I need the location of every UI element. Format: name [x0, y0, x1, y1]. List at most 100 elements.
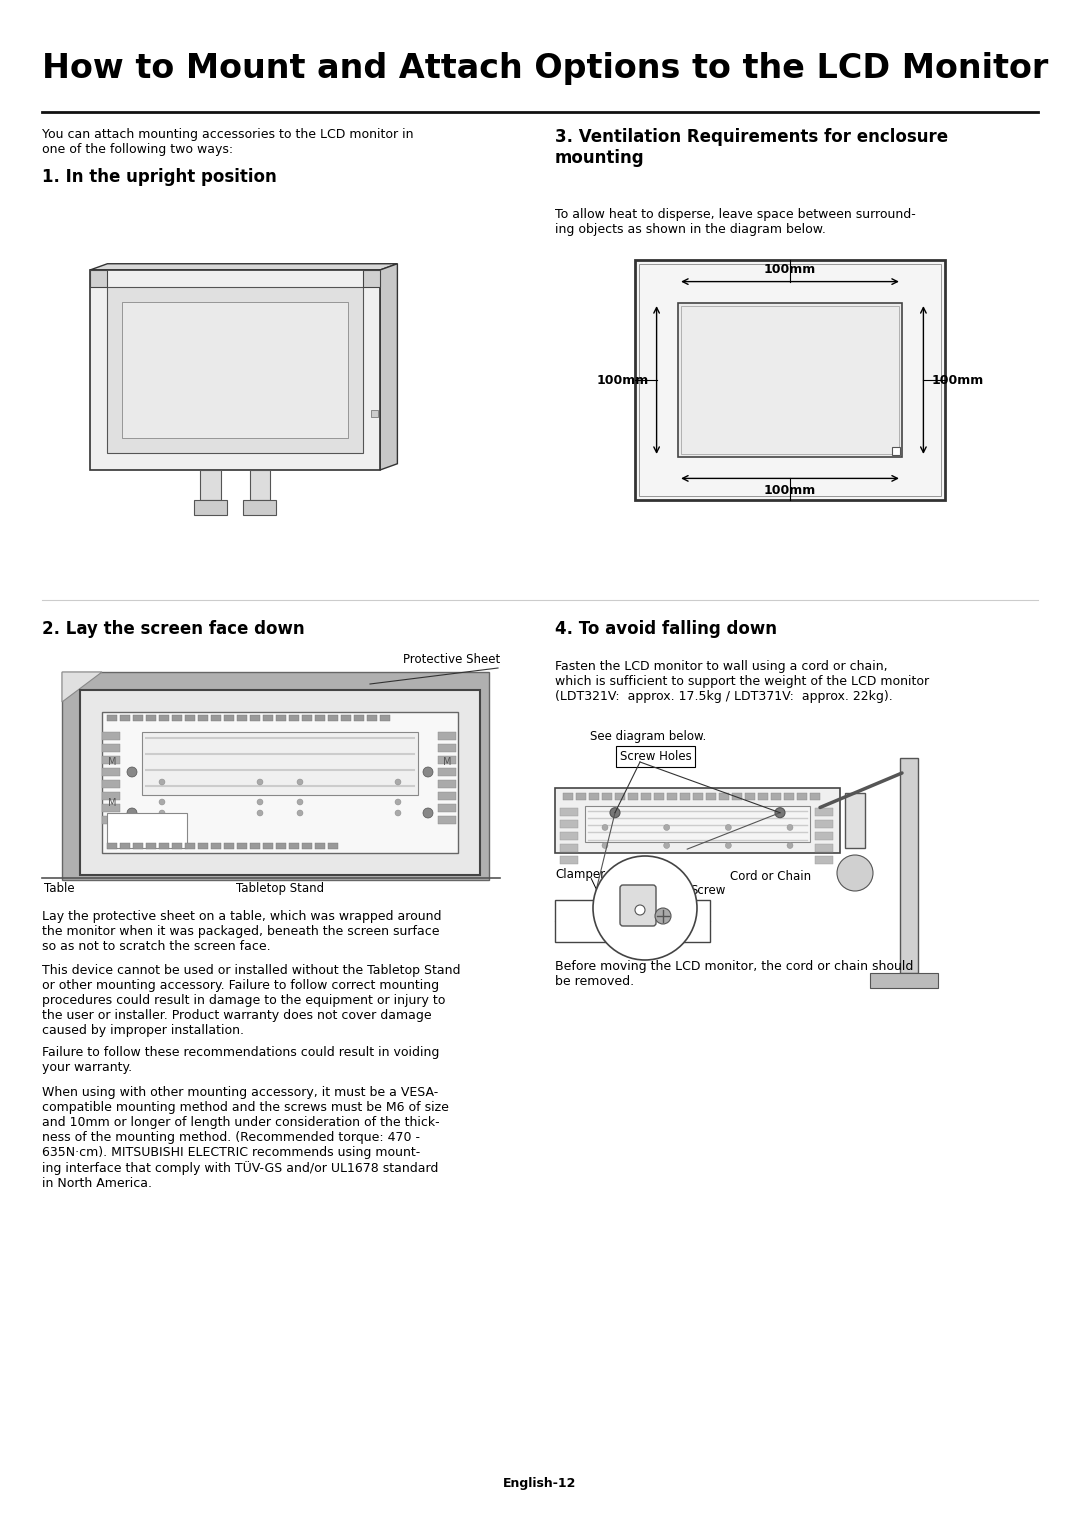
Bar [815, 833, 833, 840]
Bar [585, 805, 810, 842]
Circle shape [257, 799, 264, 805]
Bar [771, 793, 781, 801]
Polygon shape [62, 672, 489, 880]
Bar [80, 691, 480, 876]
Circle shape [395, 779, 401, 785]
Text: LDT321V:  360mm
LDT371V:  462mm: LDT321V: 360mm LDT371V: 462mm [561, 905, 670, 932]
Bar [639, 264, 941, 497]
Bar [107, 843, 117, 850]
Bar [315, 843, 325, 850]
Circle shape [654, 908, 671, 924]
Bar [289, 715, 299, 721]
Bar [680, 793, 690, 801]
Text: When using with other mounting accessory, it must be a VESA-
compatible mounting: When using with other mounting accessory… [42, 1086, 449, 1190]
Circle shape [635, 905, 645, 915]
Circle shape [787, 825, 793, 830]
Bar [249, 715, 260, 721]
Bar [589, 793, 599, 801]
Text: Cord or Chain: Cord or Chain [730, 869, 811, 883]
Bar [372, 410, 378, 417]
Bar [159, 843, 168, 850]
Circle shape [395, 799, 401, 805]
Bar [302, 715, 312, 721]
Bar [102, 712, 458, 853]
Bar [211, 843, 221, 850]
Bar [706, 793, 716, 801]
Text: Clamper: Clamper [555, 868, 605, 882]
Bar [815, 856, 833, 863]
Bar [315, 715, 325, 721]
Bar [102, 744, 120, 752]
Text: Failure to follow these recommendations could result in voiding
your warranty.: Failure to follow these recommendations … [42, 1047, 440, 1074]
Text: 100mm: 100mm [931, 373, 984, 387]
Bar [120, 715, 130, 721]
Text: M: M [108, 798, 117, 808]
Text: 100mm: 100mm [764, 484, 816, 498]
Circle shape [127, 808, 137, 817]
Bar [367, 715, 377, 721]
Bar [211, 715, 221, 721]
Circle shape [726, 825, 731, 830]
Text: This device cannot be used or installed without the Tabletop Stand
or other moun: This device cannot be used or installed … [42, 964, 460, 1038]
Bar [276, 843, 286, 850]
Text: You can attach mounting accessories to the LCD monitor in
one of the following t: You can attach mounting accessories to t… [42, 128, 414, 156]
Bar [102, 779, 120, 788]
Bar [185, 843, 195, 850]
Circle shape [297, 810, 303, 816]
Circle shape [159, 799, 165, 805]
Text: 2. Lay the screen face down: 2. Lay the screen face down [42, 620, 305, 639]
Bar [438, 816, 456, 824]
Circle shape [602, 842, 608, 848]
Bar [264, 843, 273, 850]
Circle shape [423, 808, 433, 817]
Text: 100mm: 100mm [764, 263, 816, 275]
Bar [133, 715, 143, 721]
Bar [654, 793, 664, 801]
Polygon shape [90, 264, 397, 270]
Bar [627, 793, 638, 801]
Text: 4. To avoid falling down: 4. To avoid falling down [555, 620, 777, 639]
Bar [198, 715, 208, 721]
Bar [438, 779, 456, 788]
Bar [146, 843, 156, 850]
Bar [900, 758, 918, 973]
Bar [102, 732, 120, 740]
Bar [102, 816, 120, 824]
Bar [380, 715, 390, 721]
Text: 3. Ventilation Requirements for enclosure
mounting: 3. Ventilation Requirements for enclosur… [555, 128, 948, 167]
Bar [141, 732, 418, 796]
Bar [615, 793, 625, 801]
Bar [678, 303, 902, 457]
Text: 100mm: 100mm [596, 373, 649, 387]
Text: To allow heat to disperse, leave space between surround-
ing objects as shown in: To allow heat to disperse, leave space b… [555, 208, 916, 235]
Bar [810, 793, 820, 801]
Bar [90, 270, 107, 287]
Bar [561, 856, 578, 863]
Bar [200, 471, 220, 500]
Circle shape [610, 808, 620, 817]
Bar [172, 715, 183, 721]
Bar [555, 900, 710, 941]
Bar [302, 843, 312, 850]
Text: English-12: English-12 [503, 1478, 577, 1490]
Bar [576, 793, 586, 801]
Text: Screw Holes: Screw Holes [620, 750, 692, 762]
Bar [745, 793, 755, 801]
Bar [438, 732, 456, 740]
Bar [120, 843, 130, 850]
Circle shape [159, 779, 165, 785]
Text: Table: Table [44, 882, 75, 895]
Text: Protective Sheet: Protective Sheet [403, 652, 500, 666]
Bar [146, 715, 156, 721]
Circle shape [837, 856, 873, 891]
Circle shape [395, 810, 401, 816]
Text: M: M [444, 756, 453, 767]
Bar [289, 843, 299, 850]
Bar [561, 821, 578, 828]
Bar [354, 715, 364, 721]
Bar [438, 744, 456, 752]
Bar [635, 260, 945, 500]
Circle shape [593, 856, 697, 960]
Circle shape [127, 767, 137, 778]
Bar [224, 843, 234, 850]
